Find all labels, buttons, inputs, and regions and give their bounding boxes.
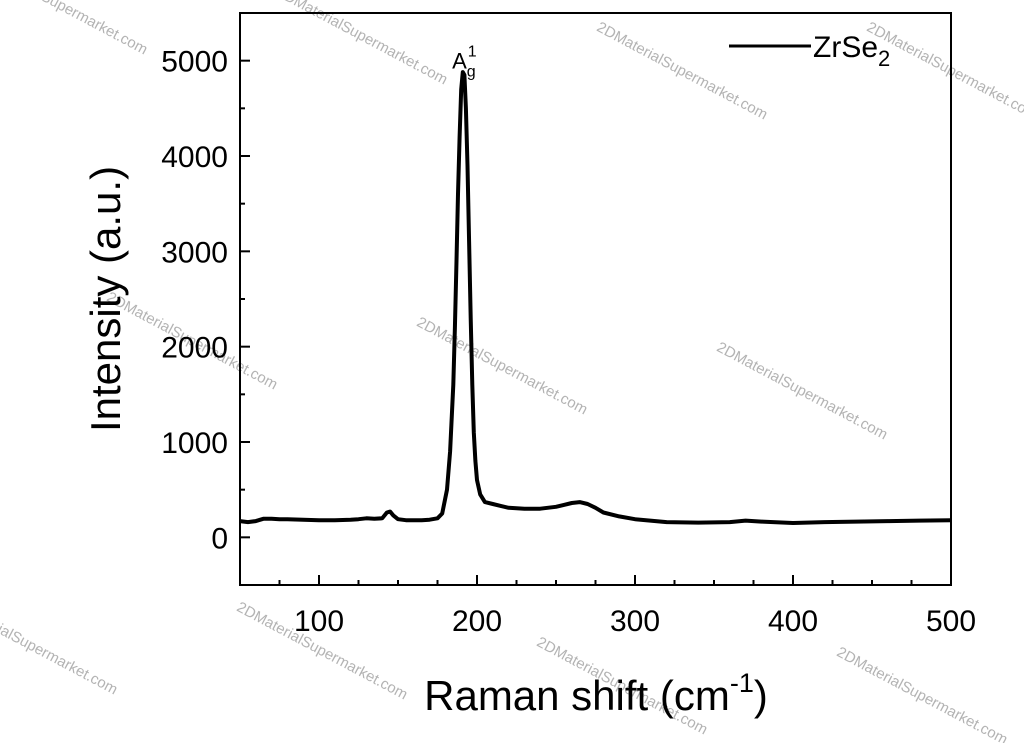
series-line-0 <box>239 70 952 525</box>
x-tick-label: 200 <box>452 605 502 638</box>
watermark-text: 2DMaterialSupermarket.com <box>0 594 120 699</box>
watermark-text: 2DMaterialSupermarket.com <box>864 19 1024 124</box>
x-tick-label: 300 <box>610 605 660 638</box>
y-tick-label: 0 <box>211 522 228 555</box>
x-tick-label: 500 <box>926 605 976 638</box>
y-tick-label: 2000 <box>161 332 228 365</box>
y-tick-label: 4000 <box>161 141 228 174</box>
x-axis-title: Raman shift (cm-1) <box>424 668 768 719</box>
watermark-text: 2DMaterialSupermarket.com <box>834 644 1011 743</box>
x-tick-label: 400 <box>768 605 818 638</box>
peak-annotation: Ag1 <box>452 44 477 81</box>
watermark-text: 2DMaterialSupermarket.com <box>714 339 891 444</box>
watermark-text: 2DMaterialSupermarket.com <box>414 314 591 419</box>
y-tick-label: 1000 <box>161 427 228 460</box>
legend-label: ZrSe2 <box>813 31 890 71</box>
y-axis-title: Intensity (a.u.) <box>82 166 129 432</box>
x-axis-ticks: 100 200 300 400 500 <box>278 575 976 638</box>
plot-frame <box>239 12 952 586</box>
y-axis-ticks: 0 1000 2000 3000 4000 5000 <box>161 12 250 586</box>
y-tick-label: 5000 <box>161 46 228 79</box>
legend: ZrSe2 <box>729 31 890 71</box>
y-tick-label: 3000 <box>161 236 228 269</box>
watermark-text: 2DMaterialSupermarket.com <box>0 0 150 58</box>
x-tick-label: 100 <box>294 605 344 638</box>
series-layer <box>239 70 952 525</box>
watermark-text: 2DMaterialSupermarket.com <box>594 19 771 124</box>
